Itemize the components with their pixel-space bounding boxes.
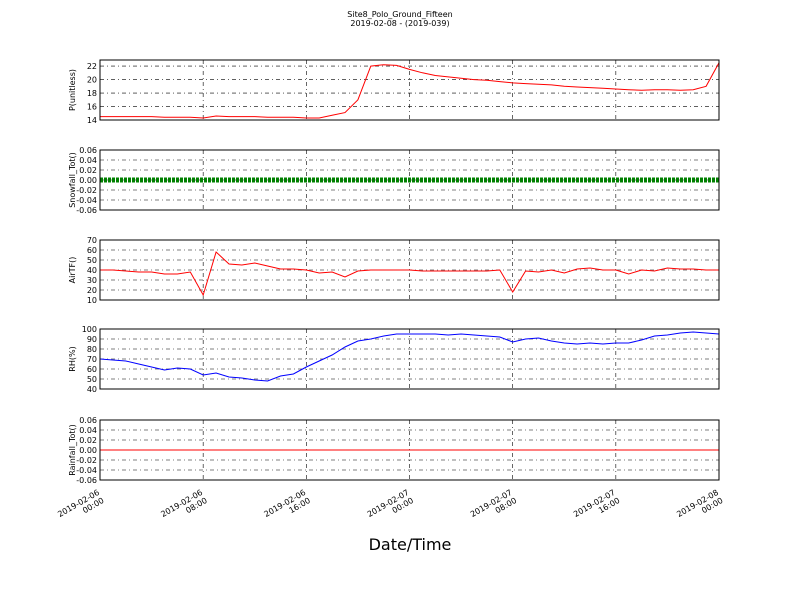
y-axis-label: RH(%) xyxy=(68,346,77,371)
y-tick-label: -0.02 xyxy=(76,456,97,465)
y-tick-label: 10 xyxy=(87,296,97,305)
y-axis-label: Snowfall_Tot() xyxy=(68,152,77,208)
y-tick-label: 18 xyxy=(87,89,97,98)
y-tick-label: 90 xyxy=(87,335,97,344)
y-tick-label: 40 xyxy=(87,266,97,275)
y-tick-label: 50 xyxy=(87,375,97,384)
y-tick-label: 80 xyxy=(87,345,97,354)
data-line xyxy=(100,62,720,119)
chart-title: Site8_Polo_Ground_Fifteen xyxy=(347,10,452,19)
y-tick-label: -0.04 xyxy=(76,196,97,205)
plot-frame xyxy=(99,59,720,121)
y-tick-label: 50 xyxy=(87,256,97,265)
plot-frame xyxy=(99,419,720,481)
plot-frame xyxy=(99,328,720,390)
y-tick-label: 0.00 xyxy=(79,176,97,185)
x-tick-label: 2019-02-0600:00 xyxy=(56,488,105,527)
y-tick-label: 60 xyxy=(87,246,97,255)
x-tick-label: 2019-02-0608:00 xyxy=(159,488,208,527)
y-tick-label: -0.06 xyxy=(76,476,97,485)
y-axis-label: Rainfall_Tot() xyxy=(68,424,77,476)
y-tick-label: 0.06 xyxy=(79,146,97,155)
y-tick-label: 16 xyxy=(87,103,97,112)
y-tick-label: 40 xyxy=(87,385,97,394)
data-line xyxy=(99,331,720,382)
y-tick-label: 30 xyxy=(87,276,97,285)
y-tick-label: 0.04 xyxy=(79,156,97,165)
y-tick-label: 0.06 xyxy=(79,416,97,425)
y-tick-label: 22 xyxy=(87,62,97,71)
y-axis-label: AirTF() xyxy=(68,257,77,284)
y-tick-label: 0.00 xyxy=(79,446,97,455)
y-tick-label: 60 xyxy=(87,365,97,374)
y-tick-label: 70 xyxy=(87,236,97,245)
y-tick-label: 20 xyxy=(87,286,97,295)
y-tick-label: 100 xyxy=(82,325,97,334)
y-tick-label: 20 xyxy=(87,76,97,85)
y-tick-label: 70 xyxy=(87,355,97,364)
x-tick-label: 2019-02-0800:00 xyxy=(675,488,724,527)
x-tick-label: 2019-02-0616:00 xyxy=(263,488,312,527)
y-tick-label: 0.02 xyxy=(79,166,97,175)
y-tick-label: -0.02 xyxy=(76,186,97,195)
x-tick-label: 2019-02-0700:00 xyxy=(366,488,415,527)
y-tick-label: 14 xyxy=(87,116,97,125)
y-tick-label: -0.04 xyxy=(76,466,97,475)
y-tick-label: 0.04 xyxy=(79,426,97,435)
y-tick-label: -0.06 xyxy=(76,206,97,215)
chart-subtitle: 2019-02-08 - (2019-039) xyxy=(350,19,449,28)
y-axis-label: P(unitless) xyxy=(68,69,77,111)
plot-frame xyxy=(99,239,720,301)
x-tick-label: 2019-02-0716:00 xyxy=(572,488,621,527)
y-tick-label: 0.02 xyxy=(79,436,97,445)
x-axis-label: Date/Time xyxy=(369,535,452,554)
x-tick-label: 2019-02-0708:00 xyxy=(469,488,518,527)
data-line xyxy=(100,251,719,297)
plot-frame xyxy=(99,149,720,211)
